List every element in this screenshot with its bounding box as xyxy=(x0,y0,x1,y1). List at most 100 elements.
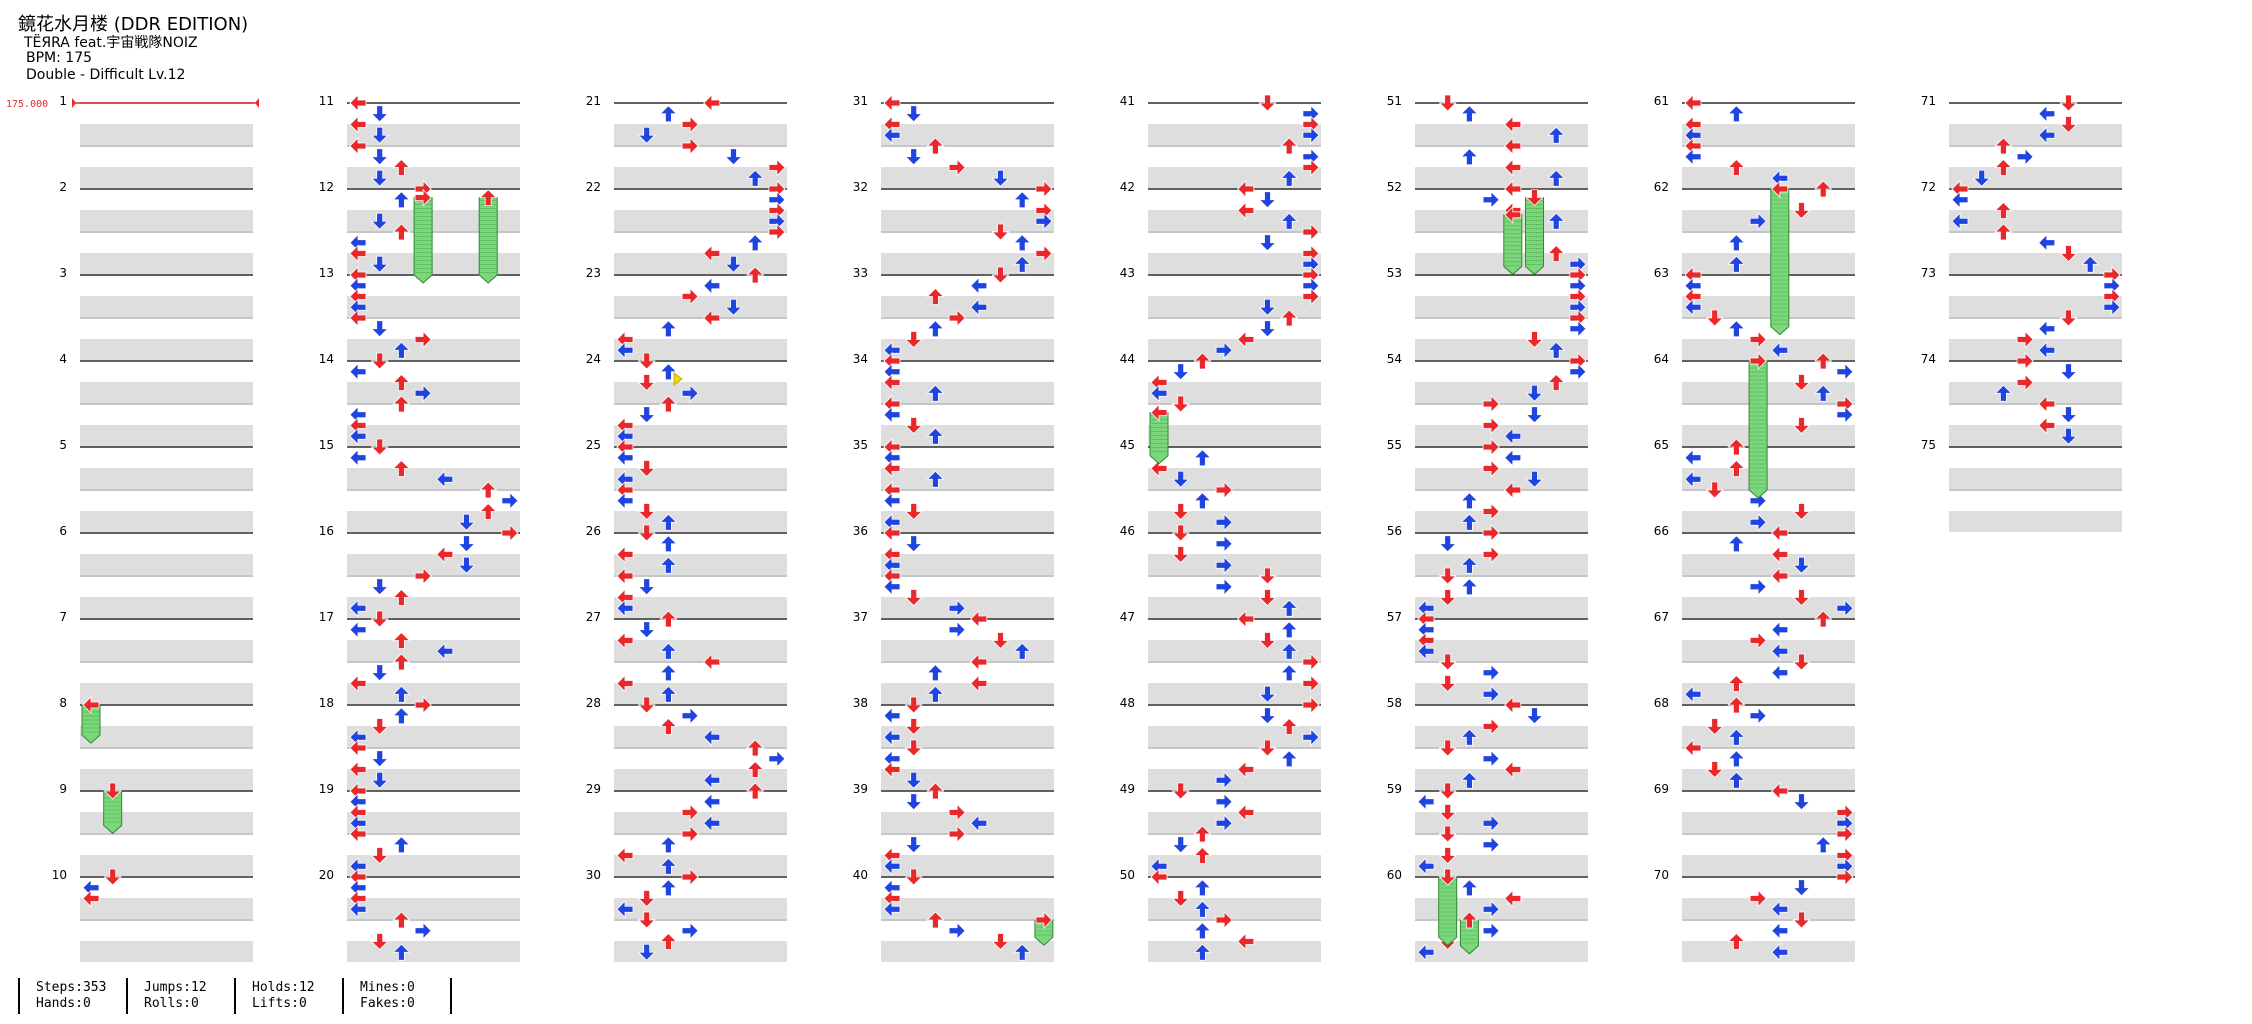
step-arrow xyxy=(768,158,786,177)
step-arrow xyxy=(370,438,389,456)
step-arrow xyxy=(637,374,656,392)
step-arrow xyxy=(659,879,678,897)
step-arrow xyxy=(457,556,476,574)
beat-band xyxy=(80,769,253,790)
step-arrow xyxy=(1171,546,1190,564)
beat-band xyxy=(614,941,787,962)
step-arrow xyxy=(883,126,901,145)
step-arrow xyxy=(1438,868,1457,886)
step-arrow xyxy=(2016,330,2034,349)
beat-band xyxy=(614,231,787,253)
step-arrow xyxy=(1525,707,1544,725)
step-arrow xyxy=(1417,792,1435,811)
measure-number: 27 xyxy=(586,610,601,624)
measure-number: 46 xyxy=(1120,524,1135,538)
step-arrow xyxy=(926,911,945,929)
beat-band xyxy=(614,704,787,726)
step-arrow xyxy=(1035,911,1053,929)
beat-band xyxy=(1148,145,1321,167)
beat-band xyxy=(1949,425,2122,446)
step-arrow xyxy=(1438,825,1457,843)
step-arrow xyxy=(1771,341,1789,360)
measure-number: 60 xyxy=(1387,868,1402,882)
step-arrow xyxy=(883,491,901,510)
beat-band xyxy=(347,167,520,188)
step-arrow xyxy=(637,524,656,542)
step-arrow xyxy=(970,610,988,628)
beat-band xyxy=(881,919,1054,941)
beat-band xyxy=(80,425,253,446)
step-arrow xyxy=(457,535,476,553)
step-arrow xyxy=(1727,255,1746,273)
measure-number: 34 xyxy=(853,352,868,366)
step-arrow xyxy=(1525,384,1544,402)
beat-band xyxy=(614,425,787,446)
step-arrow xyxy=(370,847,389,865)
beat-band xyxy=(614,683,787,704)
beat-band xyxy=(614,554,787,575)
step-arrow xyxy=(948,309,966,327)
step-arrow xyxy=(1727,158,1746,176)
step-arrow xyxy=(1237,330,1255,349)
beat-band xyxy=(347,640,520,661)
step-arrow xyxy=(392,836,411,854)
beat-band xyxy=(881,489,1054,511)
beat-band xyxy=(347,532,520,554)
step-arrow xyxy=(1215,534,1233,553)
step-arrow xyxy=(1258,234,1277,252)
step-arrow xyxy=(370,750,389,768)
beat-band xyxy=(347,210,520,231)
beat-band xyxy=(1415,511,1588,532)
beat-band xyxy=(1148,274,1321,296)
beat-band xyxy=(80,274,253,296)
beat-band xyxy=(347,833,520,855)
step-arrow xyxy=(349,620,367,639)
step-arrow xyxy=(1705,481,1724,499)
step-arrow xyxy=(1171,782,1190,800)
measure-number: 51 xyxy=(1387,94,1402,108)
step-arrow xyxy=(2059,309,2078,327)
measure-number: 55 xyxy=(1387,438,1402,452)
step-arrow xyxy=(659,932,678,950)
step-arrow xyxy=(103,868,122,886)
step-arrow xyxy=(2038,126,2056,145)
step-arrow xyxy=(1215,792,1233,811)
step-arrow xyxy=(1792,503,1811,521)
step-arrow xyxy=(616,448,634,467)
beat-band xyxy=(614,833,787,855)
step-arrow xyxy=(926,782,945,800)
step-arrow xyxy=(1547,373,1566,391)
beat-band xyxy=(614,468,787,489)
step-arrow xyxy=(1684,470,1702,489)
step-arrow xyxy=(904,535,923,553)
beat-band xyxy=(347,446,520,468)
beat-band xyxy=(1148,962,1321,970)
beat-band xyxy=(1949,382,2122,403)
beat-band xyxy=(1415,812,1588,833)
step-arrow xyxy=(926,685,945,703)
beat-band xyxy=(347,747,520,769)
step-arrow xyxy=(2038,341,2056,360)
beat-band xyxy=(1415,769,1588,790)
beat-band xyxy=(80,726,253,747)
beat-band xyxy=(80,575,253,597)
step-arrow xyxy=(1525,189,1544,207)
beat-band xyxy=(1148,747,1321,769)
step-arrow xyxy=(1460,879,1479,897)
hold-body xyxy=(1503,214,1523,276)
step-arrow xyxy=(746,760,765,778)
step-arrow xyxy=(1792,879,1811,897)
step-arrow xyxy=(681,115,699,134)
beat-band xyxy=(347,704,520,726)
step-arrow xyxy=(1438,675,1457,693)
measure-number: 9 xyxy=(59,782,67,796)
step-arrow xyxy=(1035,180,1053,198)
step-arrow xyxy=(370,148,389,166)
step-arrow xyxy=(1013,191,1032,209)
beat-band xyxy=(1682,167,1855,188)
step-arrow xyxy=(1280,599,1299,617)
step-arrow xyxy=(1193,492,1212,510)
step-arrow xyxy=(1705,718,1724,736)
measure-number: 23 xyxy=(586,266,601,280)
step-arrow xyxy=(392,191,411,209)
